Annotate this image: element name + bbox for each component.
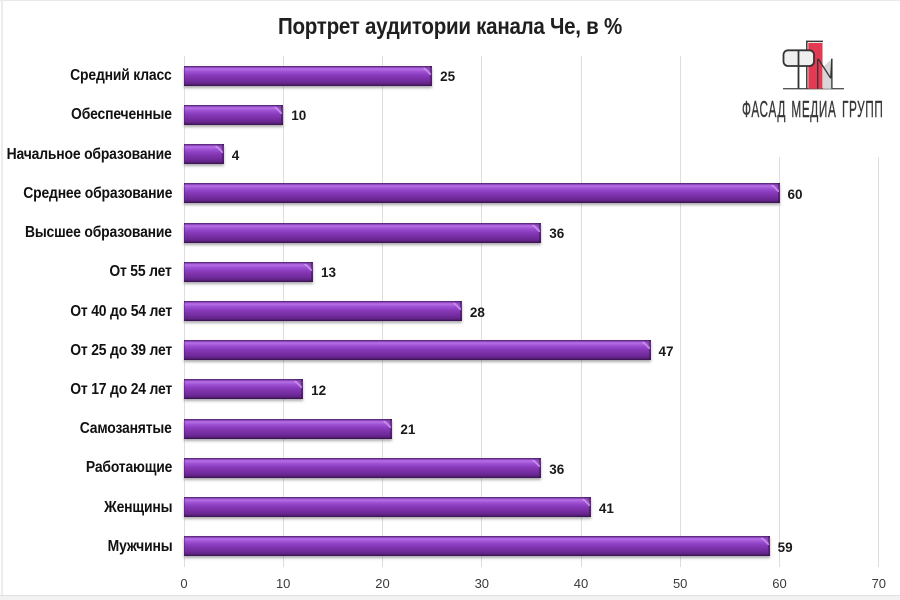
svg-text:ФАСАД МЕДИА ГРУПП: ФАСАД МЕДИА ГРУПП [742,96,884,122]
